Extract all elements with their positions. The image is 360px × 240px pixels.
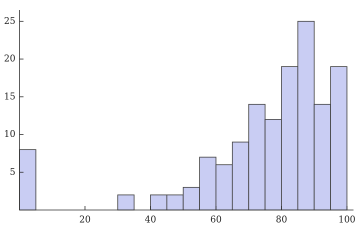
x-tick-label: 40 [145,216,157,226]
bar [19,149,37,211]
chart: 20 40 60 80 100 5 10 15 20 25 [4,10,356,226]
y-tick-label: 20 [4,55,16,65]
x-tick-label: 100 [338,216,355,226]
x-tick-label: 80 [276,216,288,226]
y-tick-label: 10 [4,130,16,140]
bar [313,103,331,211]
y-tick-label: 15 [4,92,16,102]
bar [150,194,168,211]
bar [330,66,348,211]
x-tick-label: 60 [210,216,222,226]
bar [215,164,233,211]
bar [182,186,200,211]
bar [281,66,299,211]
bar [231,141,250,211]
bar [117,194,135,211]
bar [248,103,266,211]
bar [297,20,315,211]
y-tick-label: 25 [4,17,16,27]
bar [264,119,282,211]
y-tick-label: 5 [10,168,16,178]
x-tick-label: 20 [79,216,91,226]
bar [199,156,217,211]
bar [166,194,184,211]
